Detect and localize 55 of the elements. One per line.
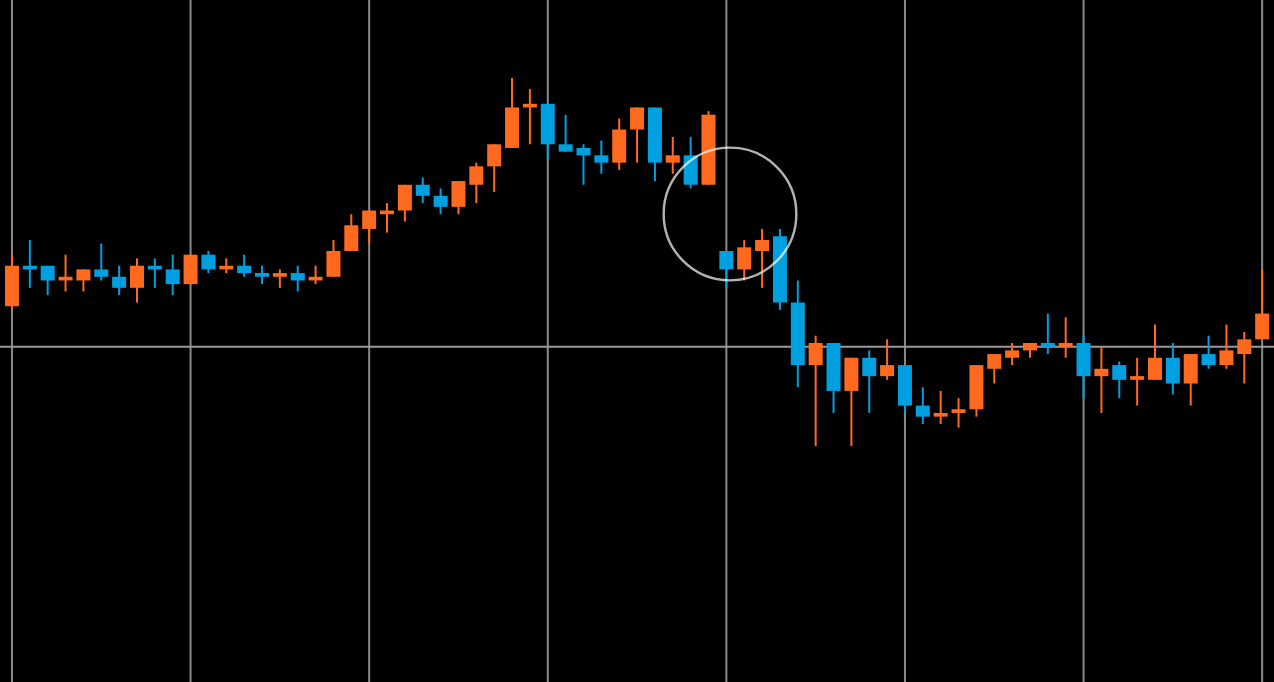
candlestick <box>612 117 627 172</box>
candlestick <box>255 264 270 286</box>
candlestick <box>1255 268 1270 341</box>
candlestick <box>290 264 305 293</box>
candlestick <box>451 180 466 216</box>
candlestick <box>415 176 430 205</box>
candlestick <box>665 135 680 175</box>
candlestick <box>808 334 823 448</box>
candlestick <box>112 264 127 297</box>
candlestick <box>1183 353 1198 407</box>
candlestick <box>1148 323 1162 381</box>
candlestick <box>1040 312 1055 356</box>
candlestick <box>1219 323 1234 370</box>
candlestick <box>755 227 770 289</box>
candlestick <box>362 209 377 245</box>
candlestick <box>344 213 359 253</box>
candlestick <box>987 353 1002 385</box>
candlestick <box>915 386 930 425</box>
candlestick <box>326 238 341 278</box>
candlestick <box>844 356 859 448</box>
candlestick <box>737 238 752 282</box>
candlestick <box>862 349 877 414</box>
candlestick <box>630 106 645 164</box>
candlestick <box>129 257 144 304</box>
candlestick <box>40 264 55 297</box>
candlestick <box>94 242 109 282</box>
candlestick <box>1094 345 1109 414</box>
candlestick <box>1112 360 1127 400</box>
candlestick <box>826 342 841 414</box>
candlestick <box>201 250 216 275</box>
candlestick <box>165 253 180 297</box>
candlestick <box>487 143 502 194</box>
candlestick <box>505 77 520 149</box>
candlestick <box>1130 356 1145 407</box>
candlestick <box>4 253 19 311</box>
candlestick <box>469 161 484 205</box>
candlestick <box>433 187 448 216</box>
candlestick <box>1005 342 1020 367</box>
candlestick <box>594 139 609 175</box>
candlestick <box>969 364 984 418</box>
candlestick <box>897 364 912 414</box>
candlestick <box>719 250 734 289</box>
candlestick <box>683 135 698 190</box>
candlestick <box>1076 334 1091 400</box>
candlestick <box>1058 316 1073 359</box>
candlestick <box>1237 330 1252 385</box>
candlestick <box>880 338 895 381</box>
candlestick <box>397 183 412 223</box>
candlestick <box>1165 342 1180 396</box>
candlestick <box>272 268 287 289</box>
candlestick <box>540 102 555 160</box>
candlestick <box>237 253 252 278</box>
candlestick <box>933 389 948 425</box>
candlestick <box>1201 334 1216 370</box>
candlestick <box>951 397 966 429</box>
